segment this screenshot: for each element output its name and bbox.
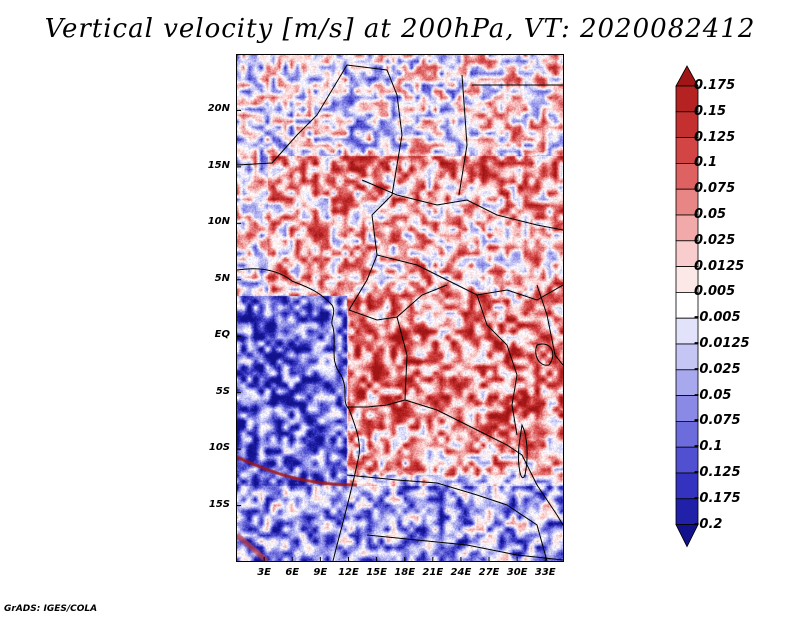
lat-tick-label: 5S [215, 385, 230, 397]
colorbar-tick-label: 0.025 [694, 232, 736, 248]
lake-outline [518, 423, 528, 478]
lon-tick-label: 9E [313, 567, 328, 578]
colorbar-tick-label: -0.025 [694, 361, 741, 377]
lat-tick-label: 10N [207, 216, 230, 228]
colorbar-tick-label: 0.125 [694, 129, 736, 145]
country-borders [237, 64, 563, 561]
colorbar-tick-label: -0.005 [694, 310, 741, 326]
border-line [237, 64, 403, 256]
coastline [237, 268, 360, 561]
lat-tick-label: 20N [207, 103, 230, 115]
lon-tick-label: 18E [394, 567, 416, 578]
colorbar-tick-label: -0.2 [694, 516, 723, 532]
border-line [361, 179, 563, 231]
lon-tick-label: 30E [506, 567, 528, 578]
border-line [376, 254, 563, 301]
colorbar-tick-label: 0.05 [694, 207, 727, 222]
lon-tick-label: 24E [450, 567, 472, 578]
lat-tick-label: 15S [208, 498, 230, 510]
border-line [476, 294, 518, 436]
lon-tick-label: 15E [366, 567, 387, 578]
border-line [458, 74, 468, 196]
footer-credit: GrADS: IGES/COLA [4, 604, 98, 614]
border-line [366, 534, 563, 561]
border-line [536, 284, 563, 366]
border-line [348, 254, 448, 321]
chart-title: Vertical velocity [m/s] at 200hPa, VT: 2… [44, 14, 756, 44]
velocity-field [237, 55, 563, 561]
colorbar-bottom-arrow [675, 524, 699, 548]
lat-tick-label: 5N [214, 272, 230, 284]
lon-tick-label: 21E [422, 567, 444, 578]
lat-tick-label: 10S [208, 442, 230, 454]
lon-tick-label: 27E [478, 567, 500, 578]
lake-outline [535, 343, 554, 366]
map-frame [236, 54, 564, 562]
lat-tick-label: EQ [214, 329, 230, 341]
colorbar-tick-label: 0.1 [694, 155, 718, 171]
colorbar-tick-label: 0.175 [694, 78, 736, 93]
lon-tick-label: 6E [285, 567, 300, 578]
colorbar [675, 65, 699, 548]
lon-tick-label: 3E [257, 567, 271, 578]
lon-tick-label: 33E [534, 567, 556, 578]
colorbar-tick-label: 0.075 [694, 181, 736, 197]
lon-tick-label: 12E [338, 567, 359, 578]
colorbar-tick-label: -0.125 [694, 465, 741, 480]
colorbar-tick-label: -0.1 [694, 439, 723, 455]
lat-tick-label: 15N [207, 159, 230, 171]
colorbar-tick-label: 0.005 [694, 284, 736, 300]
colorbar-tick-label: 0.0125 [694, 258, 745, 274]
colorbar-tick-label: -0.0125 [694, 336, 750, 351]
border-line [347, 316, 408, 408]
border-line [404, 399, 563, 526]
colorbar-tick-label: -0.175 [694, 490, 741, 506]
border-line [346, 474, 548, 561]
colorbar-tick-label: -0.05 [694, 387, 732, 403]
colorbar-tick-label: -0.075 [694, 413, 741, 429]
colorbar-tick-label: 0.15 [694, 103, 727, 119]
